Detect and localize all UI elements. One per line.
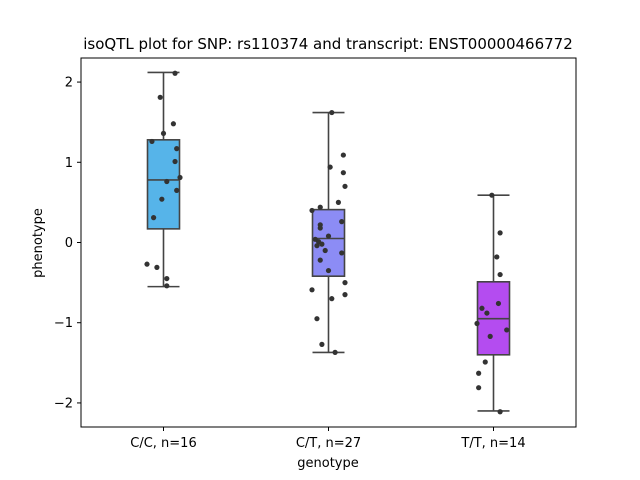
data-point (335, 199, 341, 205)
plot-area: 2 1 0 −1 −2 C/C, n=16 C/T, n=27 T/T, n=14 (54, 57, 577, 451)
data-point (339, 250, 345, 256)
data-point (342, 280, 348, 286)
data-point (177, 174, 183, 181)
data-point (172, 158, 178, 165)
y-tick-label: −1 (54, 316, 73, 331)
x-axis-label: genotype (297, 456, 358, 471)
data-point (151, 215, 157, 221)
data-point (484, 310, 490, 316)
x-tick-label: C/T, n=27 (296, 436, 361, 451)
data-point (319, 341, 325, 347)
data-point (476, 385, 482, 391)
data-point (476, 370, 482, 376)
data-point (317, 225, 323, 231)
data-point (164, 178, 170, 185)
data-point (144, 261, 150, 267)
data-point (497, 409, 503, 415)
data-point (317, 257, 323, 263)
data-point (329, 109, 335, 116)
data-point (340, 152, 346, 158)
data-point (339, 219, 345, 225)
data-point (479, 305, 485, 311)
data-point (164, 283, 170, 289)
data-point (174, 146, 180, 152)
data-point (154, 264, 160, 270)
data-point (504, 327, 510, 333)
box-1 (146, 139, 181, 230)
data-point (174, 187, 180, 193)
data-point (322, 247, 328, 254)
y-tick-label: 0 (65, 236, 73, 251)
data-point (342, 292, 348, 298)
data-point (342, 183, 348, 189)
data-point (325, 233, 332, 239)
y-axis-label: phenotype (31, 208, 46, 278)
data-point (494, 254, 500, 260)
data-point (340, 170, 346, 176)
x-tick-label: T/T, n=14 (460, 436, 525, 451)
data-point (164, 275, 170, 282)
data-point (489, 192, 495, 198)
chart-title: isoQTL plot for SNP: rs110374 and transc… (83, 35, 573, 53)
data-point (314, 316, 320, 322)
data-point (329, 296, 335, 302)
data-point (332, 349, 338, 355)
data-point (309, 287, 315, 293)
data-point (309, 207, 315, 214)
data-point (172, 70, 178, 76)
data-point (325, 267, 332, 274)
data-point (487, 333, 493, 339)
data-point (170, 121, 176, 127)
data-point (160, 130, 167, 137)
data-point (319, 241, 325, 247)
data-point (314, 243, 320, 249)
data-point (474, 320, 480, 327)
data-point (149, 138, 155, 145)
data-point (482, 359, 488, 365)
data-point (495, 300, 502, 307)
data-point (159, 196, 165, 202)
data-point (327, 164, 333, 170)
y-tick-label: 1 (65, 156, 73, 171)
data-point (497, 271, 503, 278)
data-point (157, 94, 163, 100)
data-point (497, 230, 503, 236)
x-tick-label: C/C, n=16 (130, 436, 196, 451)
y-tick-label: 2 (65, 76, 73, 91)
y-tick-label: −2 (54, 396, 73, 411)
data-point (317, 204, 323, 210)
